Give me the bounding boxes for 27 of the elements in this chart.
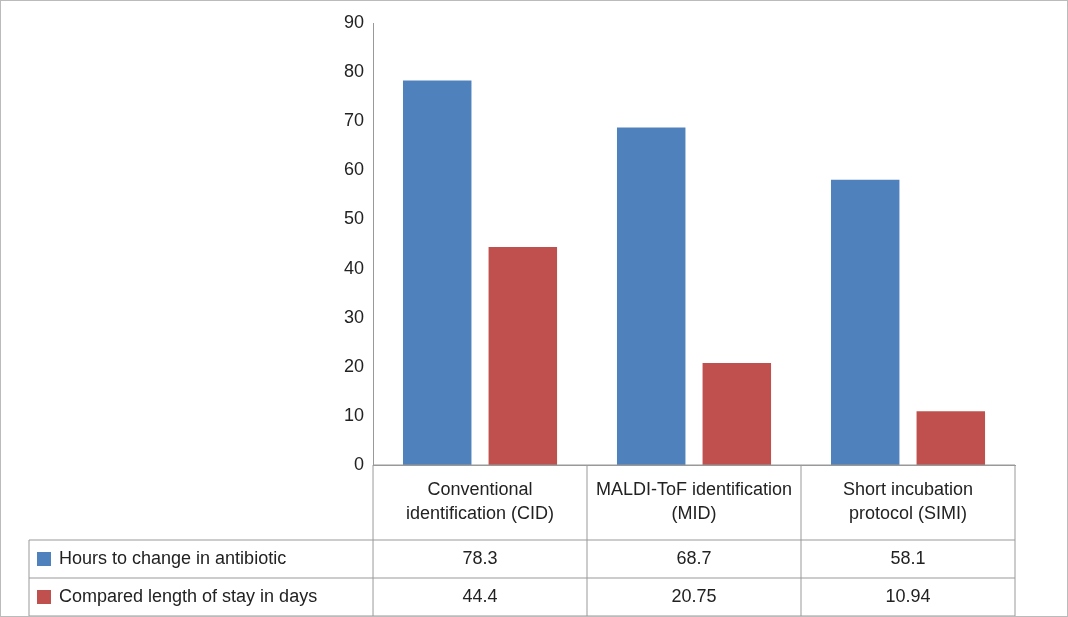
y-tick-label: 50 xyxy=(343,208,365,229)
data-label: 78.3 xyxy=(462,547,498,568)
y-tick-label: 40 xyxy=(343,257,365,278)
y-tick-label: 60 xyxy=(343,159,365,180)
bar xyxy=(616,127,686,465)
bar xyxy=(702,363,772,465)
data-label: 44.4 xyxy=(462,585,498,606)
bar xyxy=(830,179,900,465)
legend-label: Compared length of stay in days xyxy=(59,585,318,606)
x-tick-label: MALDI-ToF identification (MID) xyxy=(595,479,793,524)
bar xyxy=(402,80,472,465)
bar xyxy=(488,246,558,465)
data-label: 68.7 xyxy=(676,547,712,568)
data-label: 58.1 xyxy=(890,547,926,568)
x-tick-label: Conventional identification (CID) xyxy=(405,479,555,524)
y-tick-label: 30 xyxy=(343,306,365,327)
y-tick-label: 70 xyxy=(343,110,365,131)
data-label: 10.94 xyxy=(885,585,931,606)
y-tick-label: 80 xyxy=(343,61,365,82)
y-tick-label: 10 xyxy=(343,404,365,425)
legend-label: Hours to change in antibiotic xyxy=(59,547,287,568)
bar xyxy=(916,411,986,465)
data-label: 20.75 xyxy=(671,585,717,606)
x-tick-label: Short incubation protocol (SIMI) xyxy=(842,479,974,524)
y-tick-label: 20 xyxy=(343,355,365,376)
y-tick-label: 0 xyxy=(354,453,365,474)
y-tick-label: 90 xyxy=(343,11,365,32)
